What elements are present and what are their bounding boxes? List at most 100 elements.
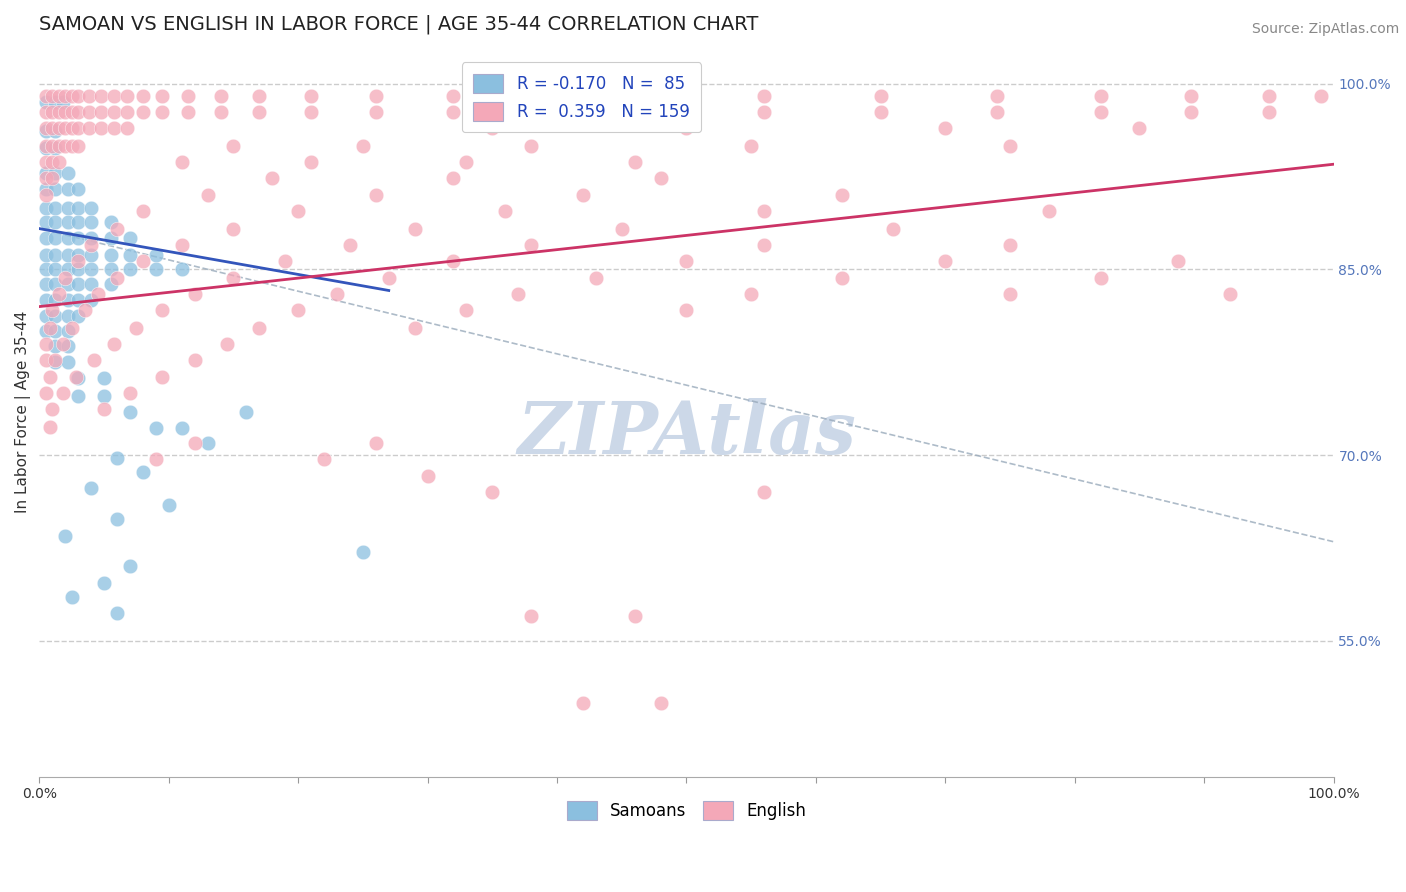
Point <box>132 204 155 219</box>
Point <box>48 105 70 120</box>
Point <box>118 247 141 261</box>
Point <box>222 271 245 285</box>
Point <box>533 105 555 120</box>
Point <box>118 405 141 419</box>
Point <box>675 121 697 136</box>
Point <box>80 231 103 245</box>
Point <box>125 320 148 334</box>
Point <box>1090 105 1112 120</box>
Point <box>41 402 63 417</box>
Point <box>35 188 58 202</box>
Point <box>35 277 58 292</box>
Point <box>170 421 193 435</box>
Point <box>41 154 63 169</box>
Point <box>637 105 659 120</box>
Point <box>443 105 465 120</box>
Point <box>299 154 322 169</box>
Point <box>1167 253 1189 268</box>
Point <box>53 528 76 542</box>
Legend: Samoans, English: Samoans, English <box>560 795 813 827</box>
Point <box>132 105 155 120</box>
Point <box>60 138 83 153</box>
Point <box>35 293 58 308</box>
Point <box>56 262 79 277</box>
Point <box>882 221 904 235</box>
Point <box>145 247 167 261</box>
Point <box>56 293 79 308</box>
Point <box>339 237 361 252</box>
Point <box>77 105 100 120</box>
Point <box>118 559 141 574</box>
Point <box>41 303 63 318</box>
Point <box>35 182 58 196</box>
Point <box>299 105 322 120</box>
Point <box>1219 287 1241 301</box>
Point <box>831 271 853 285</box>
Point <box>56 339 79 353</box>
Point <box>364 105 387 120</box>
Point <box>56 310 79 324</box>
Point <box>67 182 90 196</box>
Point <box>183 287 205 301</box>
Point <box>35 231 58 245</box>
Point <box>831 188 853 202</box>
Point <box>1257 89 1279 103</box>
Point <box>67 277 90 292</box>
Point <box>150 89 173 103</box>
Point <box>986 105 1008 120</box>
Point <box>170 262 193 277</box>
Point <box>53 105 76 120</box>
Point <box>103 89 125 103</box>
Point <box>41 89 63 103</box>
Point <box>416 469 439 483</box>
Point <box>752 105 775 120</box>
Point <box>56 166 79 180</box>
Point <box>197 435 219 450</box>
Point <box>60 591 83 605</box>
Point <box>80 237 103 252</box>
Point <box>44 141 66 155</box>
Point <box>44 339 66 353</box>
Point <box>35 138 58 153</box>
Point <box>44 231 66 245</box>
Point <box>105 450 128 465</box>
Point <box>35 141 58 155</box>
Point <box>35 352 58 367</box>
Point <box>90 105 112 120</box>
Point <box>443 253 465 268</box>
Point <box>90 89 112 103</box>
Point <box>1257 105 1279 120</box>
Point <box>118 231 141 245</box>
Point <box>520 237 543 252</box>
Point <box>80 277 103 292</box>
Point <box>443 170 465 185</box>
Point <box>93 575 115 590</box>
Point <box>752 485 775 500</box>
Point <box>60 89 83 103</box>
Point <box>150 303 173 318</box>
Point <box>623 154 645 169</box>
Point <box>48 121 70 136</box>
Point <box>103 121 125 136</box>
Point <box>1038 204 1060 219</box>
Point <box>35 386 58 401</box>
Point <box>177 89 200 103</box>
Point <box>170 237 193 252</box>
Point <box>103 336 125 351</box>
Point <box>60 320 83 334</box>
Point <box>520 609 543 624</box>
Point <box>44 247 66 261</box>
Point <box>998 237 1021 252</box>
Point <box>80 247 103 261</box>
Point <box>52 336 75 351</box>
Point <box>100 277 122 292</box>
Point <box>443 89 465 103</box>
Point <box>35 154 58 169</box>
Point <box>132 89 155 103</box>
Point <box>56 215 79 229</box>
Point <box>117 105 139 120</box>
Point <box>56 182 79 196</box>
Point <box>44 352 66 367</box>
Point <box>650 170 672 185</box>
Point <box>35 95 58 110</box>
